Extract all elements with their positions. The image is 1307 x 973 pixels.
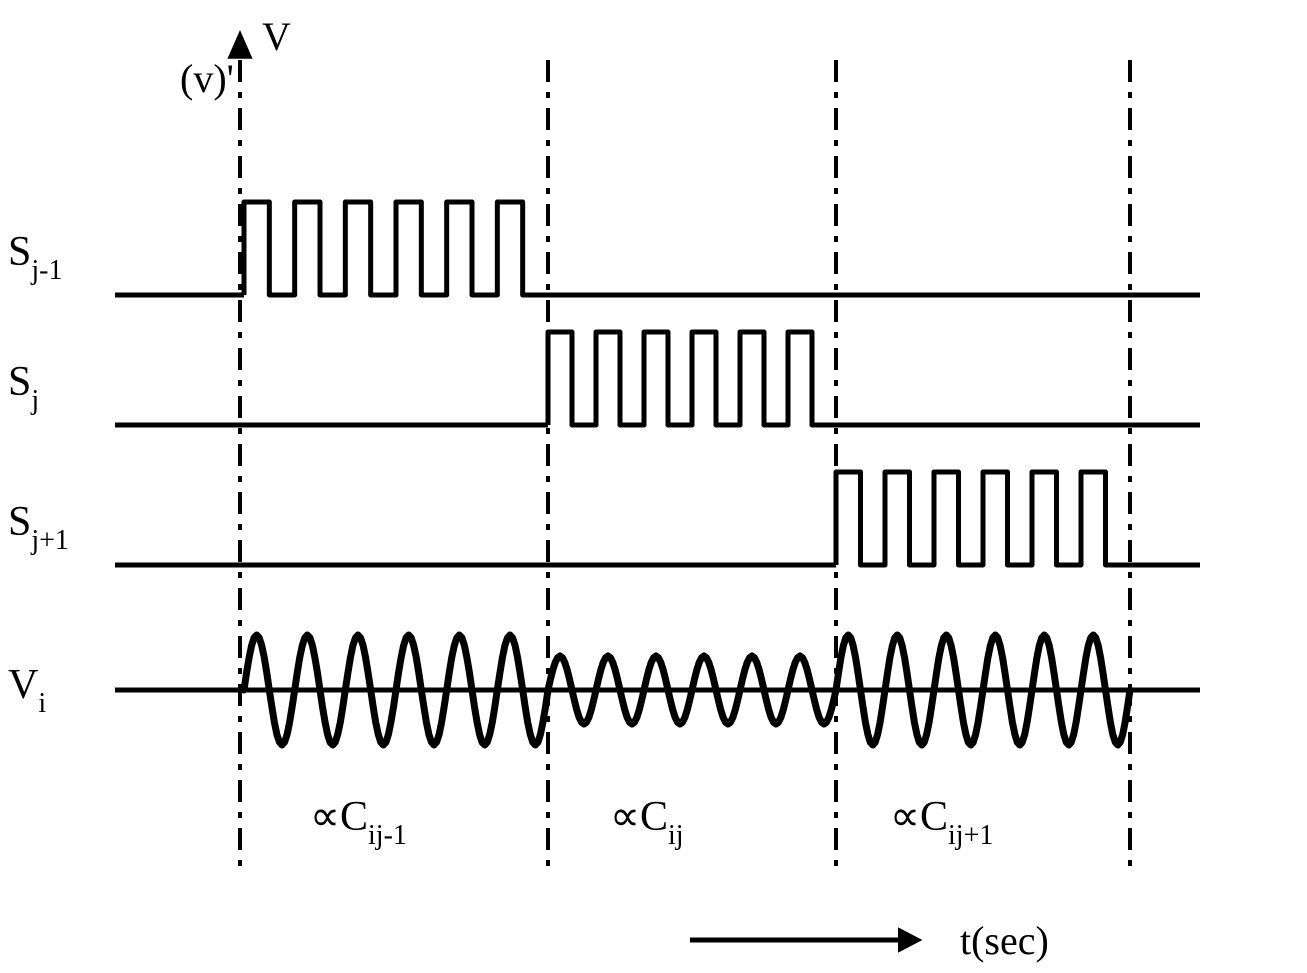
pulse-train-sjm1 <box>244 202 548 295</box>
timing-diagram: V (v)' Sj-1 Sj Sj+1 Vi ∝Cij-1 ∝Cij ∝Cij+1 t(sec) <box>0 0 1307 973</box>
pulse-train-sj <box>548 332 836 425</box>
row-label-sj: Sj <box>8 359 39 416</box>
segment-label-1: ∝Cij <box>610 794 684 851</box>
row-label-vi: Vi <box>8 662 46 719</box>
y-axis-arrowhead <box>227 30 252 59</box>
segment-label-2: ∝Cij+1 <box>890 794 993 851</box>
row-label-sjm1: Sj-1 <box>8 229 62 286</box>
y-axis-label-line2: (v)' <box>180 56 234 101</box>
y-axis-label-line1: V <box>262 14 291 59</box>
x-axis-arrowhead <box>898 927 922 953</box>
pulse-train-sjp1 <box>836 472 1130 565</box>
x-axis-label: t(sec) <box>960 918 1049 963</box>
row-label-sjp1: Sj+1 <box>8 499 69 556</box>
segment-label-0: ∝Cij-1 <box>310 794 407 851</box>
